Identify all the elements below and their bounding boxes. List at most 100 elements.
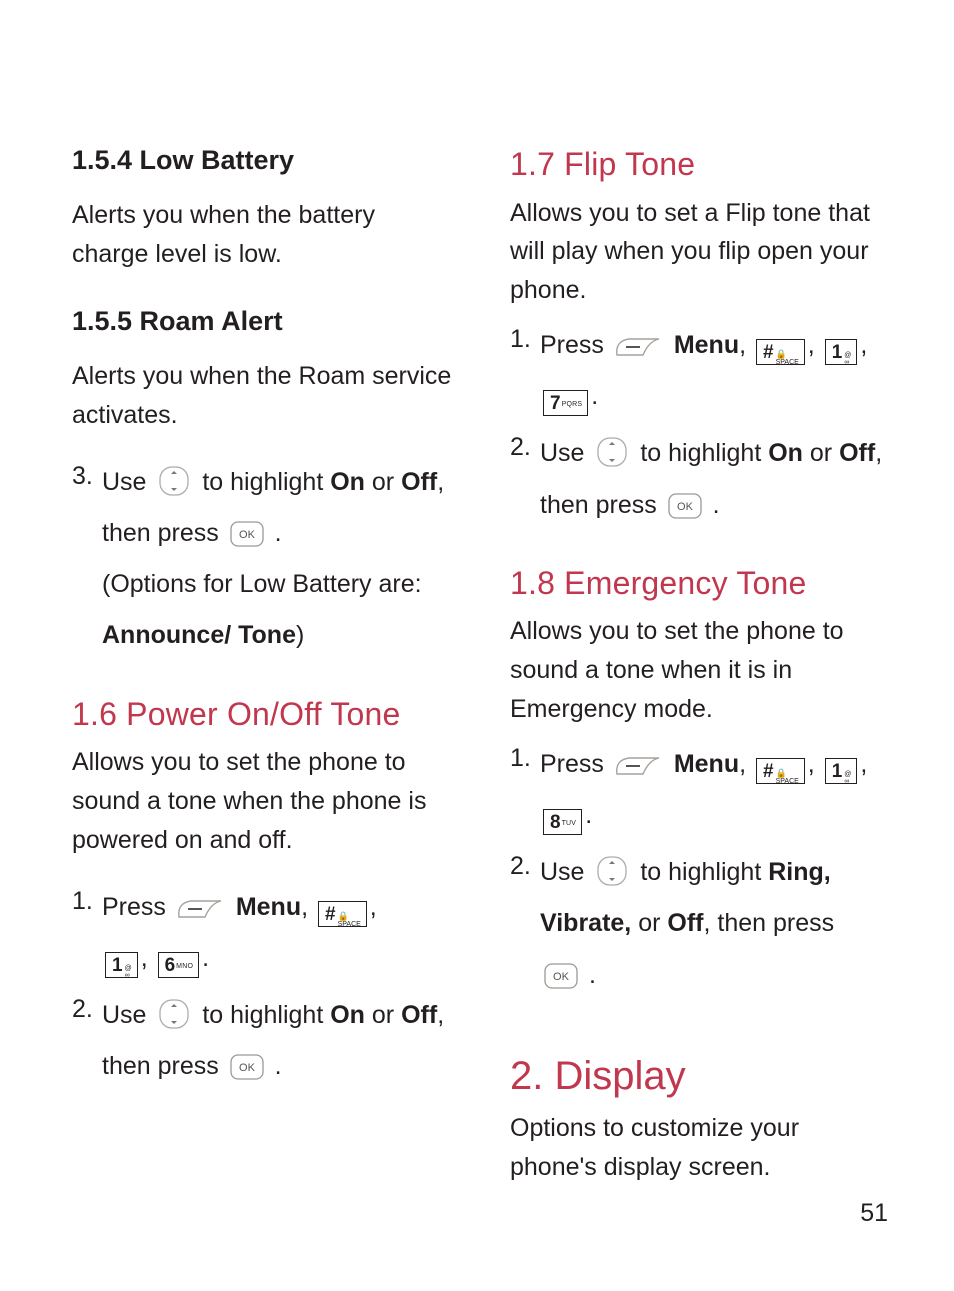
- step-16-2: 2. Use to highlight On or Off, then pres…: [72, 990, 454, 1093]
- text: Use: [540, 858, 591, 886]
- ok-key-icon: OK: [544, 963, 578, 989]
- key-hash: #🔒SPACE: [318, 901, 367, 927]
- body-1-8: Allows you to set the phone to sound a t…: [510, 612, 892, 728]
- ok-key-icon: OK: [230, 521, 264, 547]
- heading-1-7: 1.7 Flip Tone: [510, 140, 892, 190]
- left-softkey-icon: [175, 897, 225, 921]
- text: ,: [860, 331, 867, 359]
- nav-updown-icon: [597, 854, 627, 888]
- option-on: On: [330, 1001, 365, 1029]
- text: Use: [102, 468, 153, 496]
- step-155-3: 3. Use to highlight On or Off, then pres…: [72, 457, 454, 662]
- option-on: On: [768, 439, 803, 467]
- text: Press: [540, 750, 611, 778]
- menu-label: Menu: [674, 750, 739, 778]
- heading-1-8: 1.8 Emergency Tone: [510, 559, 892, 609]
- page-number: 51: [860, 1194, 888, 1233]
- text: (Options for Low Battery are:: [102, 570, 422, 598]
- two-column-layout: 1.5.4 Low Battery Alerts you when the ba…: [72, 140, 892, 1208]
- text: , then press: [704, 909, 835, 937]
- text: or: [372, 468, 401, 496]
- heading-1-5-4: 1.5.4 Low Battery: [72, 140, 454, 182]
- text: .: [582, 961, 596, 989]
- menu-label: Menu: [236, 893, 301, 921]
- text: .: [585, 801, 592, 829]
- left-softkey-icon: [613, 335, 663, 359]
- svg-text:OK: OK: [677, 501, 694, 513]
- key-hash: #🔒SPACE: [756, 339, 805, 365]
- text: or: [372, 1001, 401, 1029]
- nav-updown-icon: [597, 435, 627, 469]
- ok-key-icon: OK: [668, 493, 702, 519]
- heading-2-display: 2. Display: [510, 1045, 892, 1107]
- text: Use: [102, 1001, 153, 1029]
- step-number: 2.: [72, 990, 102, 1093]
- text: to highlight: [202, 468, 330, 496]
- step-16-1: 1. Press Menu, #🔒SPACE, 1@∞, 6MNO.: [72, 882, 454, 985]
- manual-page: 1.5.4 Low Battery Alerts you when the ba…: [0, 0, 954, 1291]
- heading-1-5-5: 1.5.5 Roam Alert: [72, 301, 454, 343]
- step-text: Use to highlight Ring, Vibrate, or Off, …: [540, 847, 892, 1001]
- option-on: On: [330, 468, 365, 496]
- text: Press: [102, 893, 173, 921]
- text: or: [810, 439, 839, 467]
- text: or: [638, 909, 667, 937]
- options-list: Announce/ Tone: [102, 621, 296, 649]
- step-number: 1.: [510, 320, 540, 423]
- step-number: 3.: [72, 457, 102, 662]
- nav-updown-icon: [159, 997, 189, 1031]
- text: ,: [808, 331, 822, 359]
- key-hash: #🔒SPACE: [756, 758, 805, 784]
- svg-text:OK: OK: [553, 971, 570, 983]
- step-number: 2.: [510, 847, 540, 1001]
- text: ,: [860, 750, 867, 778]
- step-text: Use to highlight On or Off, then press O…: [540, 428, 892, 531]
- step-text: Press Menu, #🔒SPACE, 1@∞, 8TUV.: [540, 739, 892, 842]
- text: .: [706, 491, 720, 519]
- step-18-2: 2. Use to highlight Ring, Vibrate, or Of…: [510, 847, 892, 1001]
- step-text: Use to highlight On or Off, then press O…: [102, 990, 454, 1093]
- text: to highlight: [202, 1001, 330, 1029]
- text: to highlight: [640, 439, 768, 467]
- body-1-7: Allows you to set a Flip tone that will …: [510, 194, 892, 310]
- option-off: Off: [667, 909, 703, 937]
- right-column: 1.7 Flip Tone Allows you to set a Flip t…: [510, 140, 892, 1208]
- option-off: Off: [839, 439, 875, 467]
- text: .: [268, 519, 282, 547]
- text: Use: [540, 439, 591, 467]
- svg-text:OK: OK: [239, 529, 256, 541]
- step-text: Press Menu, #🔒SPACE, 1@∞, 7PQRS.: [540, 320, 892, 423]
- body-1-5-4: Alerts you when the battery charge level…: [72, 196, 454, 274]
- nav-updown-icon: [159, 464, 189, 498]
- key-1: 1@∞: [825, 758, 858, 784]
- key-6: 6MNO: [158, 952, 200, 978]
- text: to highlight: [640, 858, 768, 886]
- heading-1-6: 1.6 Power On/Off Tone: [72, 690, 454, 740]
- text: ,: [141, 944, 155, 972]
- body-1-6: Allows you to set the phone to sound a t…: [72, 743, 454, 859]
- ok-key-icon: OK: [230, 1054, 264, 1080]
- left-column: 1.5.4 Low Battery Alerts you when the ba…: [72, 140, 454, 1208]
- step-17-1: 1. Press Menu, #🔒SPACE, 1@∞, 7PQRS.: [510, 320, 892, 423]
- text: .: [591, 382, 598, 410]
- option-off: Off: [401, 468, 437, 496]
- body-1-5-5: Alerts you when the Roam service activat…: [72, 357, 454, 435]
- key-1: 1@∞: [825, 339, 858, 365]
- body-2-display: Options to customize your phone's displa…: [510, 1109, 892, 1187]
- step-number: 1.: [72, 882, 102, 985]
- text: .: [202, 944, 209, 972]
- text: Press: [540, 331, 611, 359]
- step-text: Press Menu, #🔒SPACE, 1@∞, 6MNO.: [102, 882, 454, 985]
- key-8: 8TUV: [543, 809, 582, 835]
- left-softkey-icon: [613, 754, 663, 778]
- text: ): [296, 621, 304, 649]
- text: ,: [370, 893, 377, 921]
- option-off: Off: [401, 1001, 437, 1029]
- step-number: 1.: [510, 739, 540, 842]
- text: .: [268, 1052, 282, 1080]
- step-number: 2.: [510, 428, 540, 531]
- step-text: Use to highlight On or Off, then press O…: [102, 457, 454, 662]
- key-1: 1@∞: [105, 952, 138, 978]
- svg-text:OK: OK: [239, 1062, 256, 1074]
- text: ,: [808, 750, 822, 778]
